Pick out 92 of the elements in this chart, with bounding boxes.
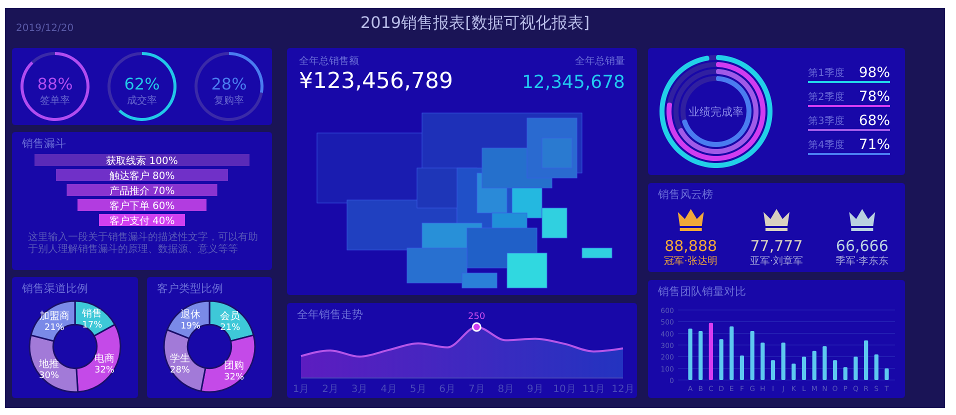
- text: 88,888: [664, 237, 718, 255]
- data-label: 28%: [211, 74, 247, 94]
- data-label: 28%: [170, 366, 190, 376]
- bar: [843, 367, 848, 380]
- text: 2019/12/20: [16, 23, 74, 34]
- category-label: 第1季度: [808, 67, 844, 79]
- bar: [760, 342, 765, 380]
- data-label: 68%: [858, 113, 890, 129]
- slice-label: 复购率: [214, 94, 244, 106]
- chart-title: 销售团队销量对比: [657, 285, 746, 298]
- bar: [750, 331, 754, 380]
- text: 77,777: [750, 237, 803, 255]
- text: 这里输入一段关于销售漏斗的描述性文字，可以有助于别人理解销售漏斗的原理、数据源、意义等等: [28, 231, 258, 255]
- x-tick-label: 1月: [292, 384, 310, 395]
- slice-label: 销售: [81, 308, 102, 320]
- x-tick-label: 9月: [526, 384, 544, 395]
- category-label: 第3季度: [808, 115, 844, 127]
- slice-label: 会员: [220, 310, 240, 322]
- bar: [812, 350, 816, 380]
- x-tick-label: 10月: [553, 384, 576, 395]
- x-tick-label: 12月: [612, 384, 634, 395]
- slice-label: 加盟商: [39, 310, 70, 322]
- bar: [874, 354, 878, 380]
- text: 销售漏斗: [21, 137, 66, 150]
- data-label: 71%: [858, 137, 890, 153]
- text: ¥123,456,789: [299, 69, 453, 94]
- category-label: 客户下单: [109, 201, 150, 212]
- data-label: 98%: [858, 65, 890, 81]
- slice-label: 地推: [38, 358, 60, 370]
- data-label: 70%: [152, 186, 175, 197]
- slice-label: 成交率: [127, 94, 157, 106]
- bar: [730, 326, 734, 380]
- annotation: 250: [468, 312, 486, 322]
- x-tick-label: 8月: [498, 384, 514, 395]
- category-label: 获取线索: [106, 156, 146, 167]
- text: 12,345,678: [522, 72, 625, 93]
- text: 全年总销售额: [299, 55, 359, 67]
- bar: [822, 346, 827, 380]
- data-label: 60%: [152, 201, 175, 212]
- data-label: 21%: [44, 322, 65, 333]
- category-label: 季军·李东东: [836, 255, 889, 267]
- bar: [854, 356, 858, 380]
- category-label: 亚军·刘章军: [750, 255, 804, 267]
- category-label: 产品推介: [109, 186, 150, 197]
- bar: [688, 328, 692, 380]
- data-label: 21%: [220, 322, 241, 333]
- bar: [864, 340, 868, 380]
- data-label: 88%: [37, 74, 73, 94]
- category-label: 第2季度: [808, 91, 844, 103]
- x-tick-label: 3月: [351, 384, 368, 395]
- slice-label: 退休: [180, 308, 201, 321]
- x-tick-label: 5月: [410, 384, 426, 395]
- category-label: 冠军·张达明: [664, 255, 718, 267]
- bar: [781, 342, 786, 380]
- bar: [770, 360, 776, 380]
- bar: [884, 368, 889, 380]
- data-label: 100%: [149, 156, 178, 167]
- x-tick-label: 6月: [439, 384, 456, 395]
- data-label: 80%: [152, 171, 175, 182]
- x-tick-label: 2月: [322, 384, 338, 395]
- bar: [832, 360, 838, 380]
- text: 业绩完成率: [688, 106, 744, 118]
- slice-label: 电商: [94, 352, 115, 365]
- text: 全年总销量: [575, 55, 625, 67]
- category-label: 触达客户: [109, 171, 150, 182]
- bar: [740, 356, 744, 380]
- text: 2019销售报表[数据可视化报表]: [360, 13, 590, 32]
- data-label: 19%: [180, 322, 202, 332]
- bar: [719, 339, 724, 380]
- chart-title: 销售渠道比例: [21, 282, 88, 295]
- slice-label: 学生: [170, 352, 190, 365]
- data-label: 17%: [82, 320, 103, 331]
- slice-label: 团购: [224, 360, 244, 372]
- bar: [792, 364, 796, 380]
- chart-title: 全年销售走势: [297, 308, 363, 321]
- slice-label: 签单率: [40, 94, 70, 106]
- text: 66,666: [836, 237, 888, 255]
- data-label: 78%: [858, 89, 890, 105]
- x-tick-label: 11月: [582, 384, 606, 395]
- category-label: 客户支付: [109, 216, 150, 227]
- data-label: 32%: [94, 366, 115, 376]
- text: 销售风云榜: [657, 188, 713, 201]
- category-label: 第4季度: [808, 139, 844, 151]
- data-label: 32%: [224, 372, 244, 383]
- chart-title: 客户类型比例: [157, 282, 223, 295]
- bar: [708, 322, 714, 380]
- bar: [698, 331, 703, 380]
- data-label: 40%: [152, 216, 175, 227]
- data-label: 62%: [124, 74, 160, 94]
- x-tick-label: 7月: [468, 384, 485, 395]
- bar: [802, 356, 806, 380]
- x-tick-label: 4月: [380, 384, 398, 395]
